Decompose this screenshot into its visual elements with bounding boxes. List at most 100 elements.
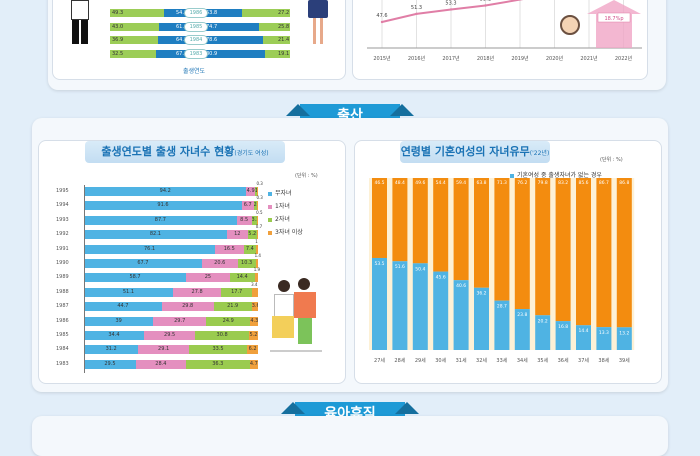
bar-segment: 28.4 — [135, 359, 186, 369]
with-children-bar — [596, 178, 612, 328]
grandmother-face-icon — [560, 15, 580, 35]
x-tick-label: 2017년 — [442, 55, 460, 62]
age-label: 35세 — [537, 357, 548, 364]
bar-segment: 3.2 — [251, 215, 258, 225]
bar-segment — [255, 259, 258, 268]
children-by-age-chart: 46.5 53.5 27세 48.4 51.6 28세 49.6 50.4 29세 54.4 45.… — [369, 178, 635, 364]
bar-segment: 29.1 — [138, 345, 189, 355]
with-children-value: 83.2 — [558, 180, 568, 186]
parental-leave-card — [32, 416, 668, 456]
small-value-label: 0.7 — [255, 224, 263, 230]
bar-segment: 82.1 — [84, 230, 227, 240]
left-blue-value: 61.0 — [176, 23, 188, 30]
bar-segment: 25 — [186, 273, 230, 283]
right-green-bar — [259, 22, 290, 31]
bar-segment: 3.6 — [251, 302, 258, 312]
small-value-label: 0.5 — [256, 209, 263, 215]
with-children-value: 46.5 — [374, 180, 384, 186]
legend-label: 2자녀 — [275, 216, 290, 223]
year-label: 1987 — [56, 303, 69, 310]
legend-swatch — [268, 191, 272, 196]
line-chart: 2015년 2016년 2017년 2018년 2019년 2020년 2021년 2022년… — [367, 0, 642, 62]
left-blue-value: 54.1 — [176, 10, 188, 16]
legend-item: 무자녀 — [268, 188, 292, 197]
age-label: 33세 — [496, 357, 507, 364]
bar-segment: 34.4 — [84, 331, 144, 340]
bar-segment: 30.8 — [195, 331, 249, 340]
birth-year-label: 1984 — [184, 35, 208, 45]
without-children-bar — [474, 287, 489, 350]
left-blue-value: 67.1 — [176, 50, 188, 57]
without-children-value: 13.3 — [599, 330, 609, 336]
right-green-value: 25.8 — [278, 23, 290, 30]
age-label: 34세 — [517, 357, 528, 364]
legend-label: 1자녀 — [275, 203, 290, 210]
age-label: 28세 — [394, 357, 405, 364]
left-green-value: 49.3 — [112, 10, 124, 16]
bar-segment: 14.4 — [229, 273, 255, 283]
line-point — [380, 20, 384, 24]
with-children-value: 48.4 — [395, 180, 405, 186]
without-children-value: 50.4 — [415, 266, 425, 272]
without-children-value: 53.5 — [374, 261, 384, 267]
small-value-label: 1.9 — [253, 267, 261, 273]
with-children-value: 54.4 — [436, 180, 446, 186]
y-axis — [84, 185, 85, 373]
bar-segment: 94.2 — [84, 187, 247, 196]
without-children-value: 51.6 — [395, 264, 405, 270]
without-children-bar — [576, 325, 591, 350]
without-children-value: 40.6 — [456, 283, 466, 289]
increase-arrow-icon — [587, 0, 641, 48]
age-label: 30세 — [435, 357, 446, 364]
legend-swatch — [268, 217, 272, 222]
point-label: 55.1 — [480, 0, 491, 3]
without-children-bar — [616, 327, 632, 350]
x-tick-label: 2018년 — [477, 55, 495, 62]
right-green-bar — [262, 36, 290, 44]
left-green-value: 36.9 — [112, 37, 124, 43]
with-children-bar — [372, 178, 387, 258]
bar-segment — [257, 215, 258, 225]
bar-segment: 6.2 — [247, 345, 258, 355]
without-children-bar — [412, 263, 428, 350]
birth-year-label: 1985 — [184, 21, 208, 32]
legend-swatch — [510, 173, 514, 178]
age-label: 32세 — [476, 357, 487, 364]
point-label: 51.3 — [411, 5, 422, 11]
small-value-label: 0.3 — [256, 195, 263, 201]
left-green-bar — [110, 22, 196, 31]
without-children-value: 28.7 — [497, 304, 507, 310]
with-children-bar — [616, 178, 632, 328]
with-children-value: 79.8 — [538, 180, 548, 186]
age-label: 36세 — [558, 357, 569, 364]
point-label: 53.3 — [445, 0, 456, 6]
with-children-bar — [433, 178, 449, 272]
small-value-label: 3.4 — [251, 281, 258, 287]
with-children-bar — [494, 178, 510, 301]
without-children-value: 16.8 — [558, 324, 568, 330]
without-children-bar — [494, 300, 510, 350]
year-label: 1985 — [56, 332, 69, 338]
line-point — [484, 4, 487, 7]
without-children-value: 20.2 — [538, 318, 548, 324]
bar-segment: 7.4 — [243, 244, 257, 254]
left-blue-bar — [163, 9, 196, 17]
right-blue-value: 80.9 — [206, 50, 218, 57]
with-children-value: 85.6 — [578, 180, 588, 186]
bar-segment: 16.5 — [215, 244, 244, 254]
left-green-bar — [110, 9, 196, 17]
bar-segment — [256, 230, 258, 240]
without-children-value: 45.6 — [436, 275, 446, 281]
legend-label: 무자녀 — [275, 190, 292, 197]
without-children-bar — [392, 261, 408, 350]
with-children-bar — [535, 178, 551, 316]
legend-item: 3자녀 이상 — [268, 227, 303, 236]
bar-segment: 4.9 — [246, 187, 255, 196]
year-label: 1994 — [56, 202, 69, 209]
with-children-value: 63.8 — [476, 180, 486, 186]
age-label: 31세 — [456, 357, 467, 364]
bar-segment: 29.5 — [84, 359, 136, 369]
without-children-bar — [453, 280, 469, 350]
bar-segment: 5.2 — [248, 331, 258, 340]
left-blue-value: 64.1 — [176, 37, 188, 43]
